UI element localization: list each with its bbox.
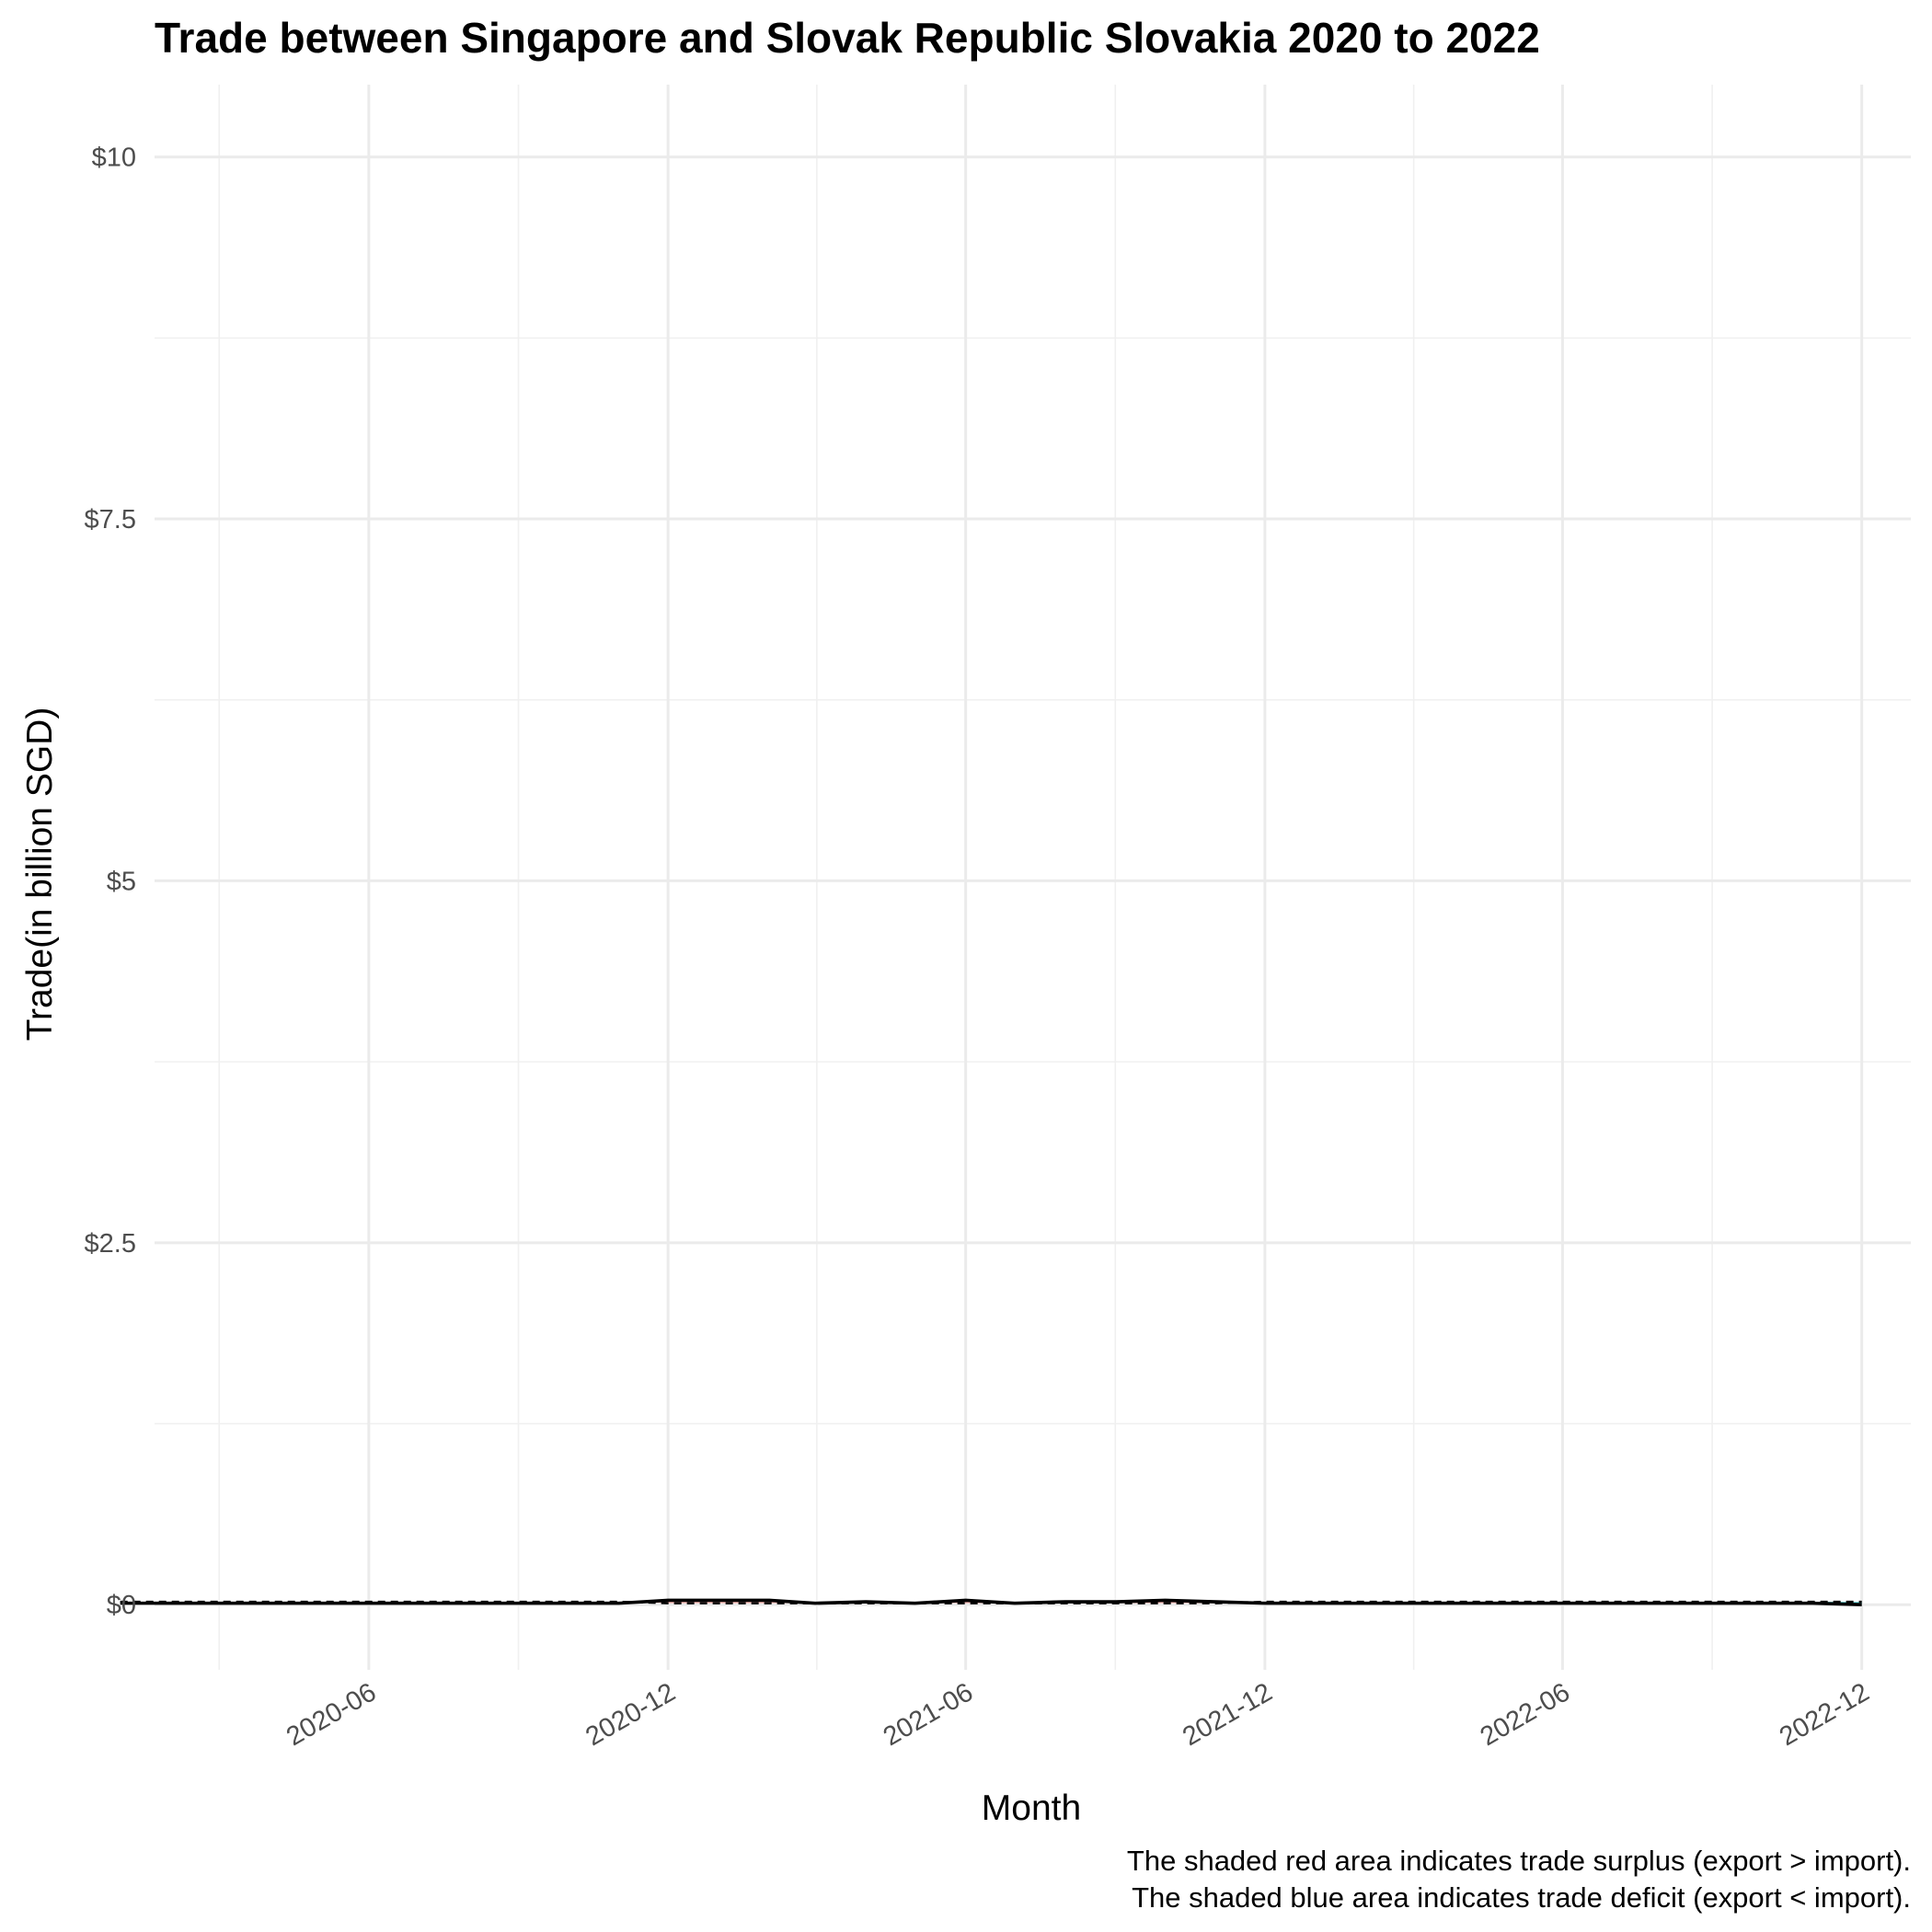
x-tick-label: 2022-12: [1775, 1677, 1874, 1752]
y-axis-title: Trade(in billion SGD): [20, 707, 60, 1041]
y-tick-label: $5: [107, 867, 136, 896]
y-tick-label: $0: [107, 1591, 136, 1620]
series-line-solid: [120, 1598, 1862, 1606]
x-axis-ticks: 2020-06 2020-12 2021-06 2021-12 2022-06 2022-…: [282, 1677, 1874, 1752]
x-tick-label: 2022-06: [1476, 1677, 1575, 1752]
y-tick-label: $2.5: [85, 1229, 136, 1259]
y-axis-ticks: $0 $2.5 $5 $7.5 $10: [85, 144, 136, 1621]
series-lines: [120, 1598, 1862, 1606]
series-line-dashed: [120, 1600, 1862, 1604]
chart-title: Trade between Singapore and Slovak Repub…: [155, 14, 1540, 62]
grid-lines: [155, 85, 1911, 1670]
x-tick-label: 2021-06: [879, 1677, 978, 1752]
caption-surplus: The shaded red area indicates trade surp…: [1127, 1845, 1911, 1877]
x-tick-label: 2020-12: [581, 1677, 680, 1752]
y-tick-label: $7.5: [85, 505, 136, 535]
x-tick-label: 2021-12: [1178, 1677, 1277, 1752]
x-axis-title: Month: [982, 1788, 1081, 1828]
caption-deficit: The shaded blue area indicates trade def…: [1132, 1881, 1911, 1914]
x-tick-label: 2020-06: [282, 1677, 381, 1752]
y-tick-label: $10: [92, 144, 136, 173]
